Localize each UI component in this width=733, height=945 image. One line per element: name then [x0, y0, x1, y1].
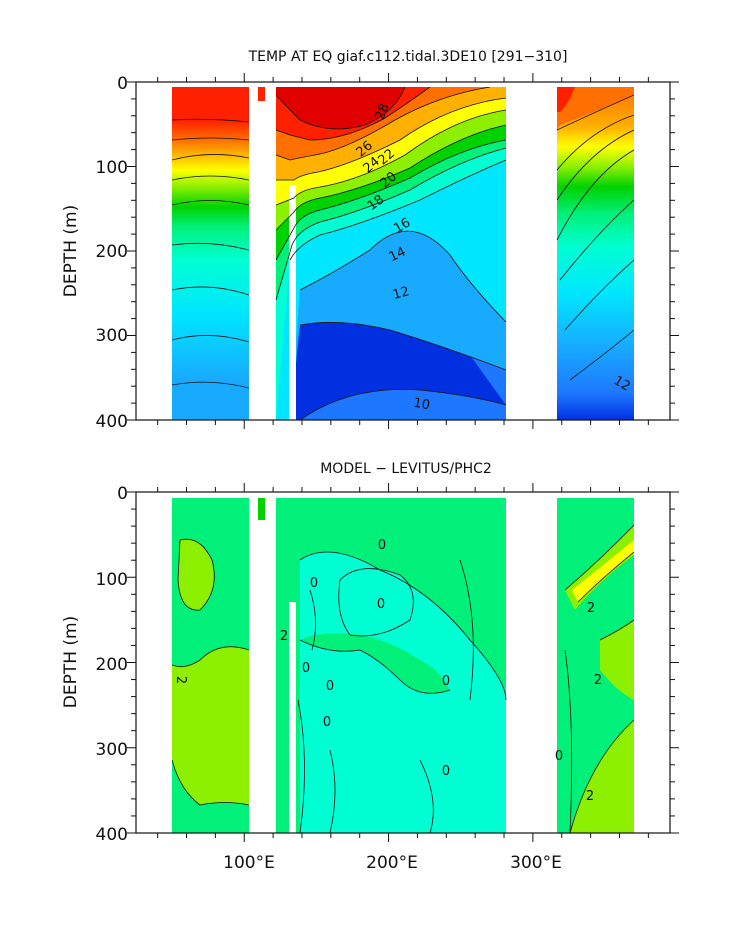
contour-label-bot-1: 0 — [378, 538, 386, 553]
contour-label-bot-9: 2 — [280, 629, 288, 644]
contour-label-bot-11: 2 — [594, 673, 602, 688]
layer-e000 — [276, 87, 405, 129]
east-basin-lime-patch — [600, 620, 634, 700]
contour-label-top-9: 12 — [611, 373, 633, 394]
contour-label-bot-5: 0 — [323, 715, 331, 730]
east-basin-hot — [557, 87, 575, 112]
y-axis-label-top: DEPTH (m) — [61, 205, 81, 297]
y-tick-top-0: 0 — [117, 74, 128, 94]
contour-label-bot-4: 0 — [326, 679, 334, 694]
temperature-field — [172, 87, 634, 420]
y-axis-label-bottom: DEPTH (m) — [61, 616, 81, 708]
panel-temperature: TEMP AT EQ giaf.c112.tidal.3DE10 [291−31… — [61, 49, 679, 432]
contour-label-bot-2: 0 — [377, 597, 385, 612]
contour-label-top-10: 10 — [412, 396, 431, 414]
ticks-top — [127, 73, 679, 429]
contour-label-top-6: 16 — [391, 215, 413, 236]
y-tick-bot-1: 100 — [96, 570, 128, 590]
contour-label-bot-8: 2 — [173, 676, 188, 684]
small-basin-top — [258, 87, 265, 101]
contour-label-bot-0: 0 — [310, 576, 318, 591]
east-basin-warm — [557, 87, 634, 130]
y-tick-bot-4: 400 — [96, 825, 128, 845]
contour-label-bot-6: 0 — [442, 674, 450, 689]
chart-title-bottom: MODEL − LEVITUS/PHC2 — [320, 461, 492, 477]
x-tick-label-2: 300°E — [510, 853, 562, 873]
ticks-bottom — [127, 483, 679, 842]
contour-label-bot-7: 0 — [442, 764, 450, 779]
contour-label-bot-10: 2 — [587, 601, 595, 616]
west-basin-bottom — [172, 760, 249, 833]
east-basin-lime — [570, 720, 634, 833]
contour-label-top-7: 14 — [387, 245, 408, 266]
island-gap-top — [289, 185, 296, 420]
y-tick-bot-0: 0 — [117, 484, 128, 504]
east-basin-fill — [557, 87, 634, 420]
west-basin-patch — [178, 539, 215, 611]
contour-label-bot-12: 0 — [555, 749, 563, 764]
x-tick-label-0: 100°E — [223, 853, 275, 873]
east-basin-yellow — [572, 540, 634, 602]
central-basin-cool — [338, 568, 414, 636]
island-gap-bottom — [289, 602, 296, 833]
y-tick-top-4: 400 — [96, 412, 128, 432]
contour-label-top-0: 28 — [373, 101, 393, 122]
y-tick-top-2: 200 — [96, 242, 128, 262]
contour-label-bot-3: 0 — [302, 661, 310, 676]
contour-label-top-8: 12 — [391, 284, 411, 303]
temperature-contours — [172, 87, 634, 420]
y-tick-bot-3: 300 — [96, 740, 128, 760]
y-tick-bot-2: 200 — [96, 655, 128, 675]
panel-anomaly: MODEL − LEVITUS/PHC2 — [61, 461, 679, 873]
y-tick-top-3: 300 — [96, 326, 128, 346]
west-basin-fill — [172, 87, 249, 420]
x-tick-label-1: 200°E — [366, 853, 418, 873]
chart-title-top: TEMP AT EQ giaf.c112.tidal.3DE10 [291−31… — [248, 49, 568, 65]
small-basin-bottom — [258, 498, 265, 520]
anomaly-contours — [172, 524, 634, 833]
anomaly-field — [172, 498, 634, 833]
central-basin-green-band — [300, 633, 450, 694]
y-tick-top-1: 100 — [96, 158, 128, 178]
contour-label-bot-13: 2 — [586, 789, 594, 804]
